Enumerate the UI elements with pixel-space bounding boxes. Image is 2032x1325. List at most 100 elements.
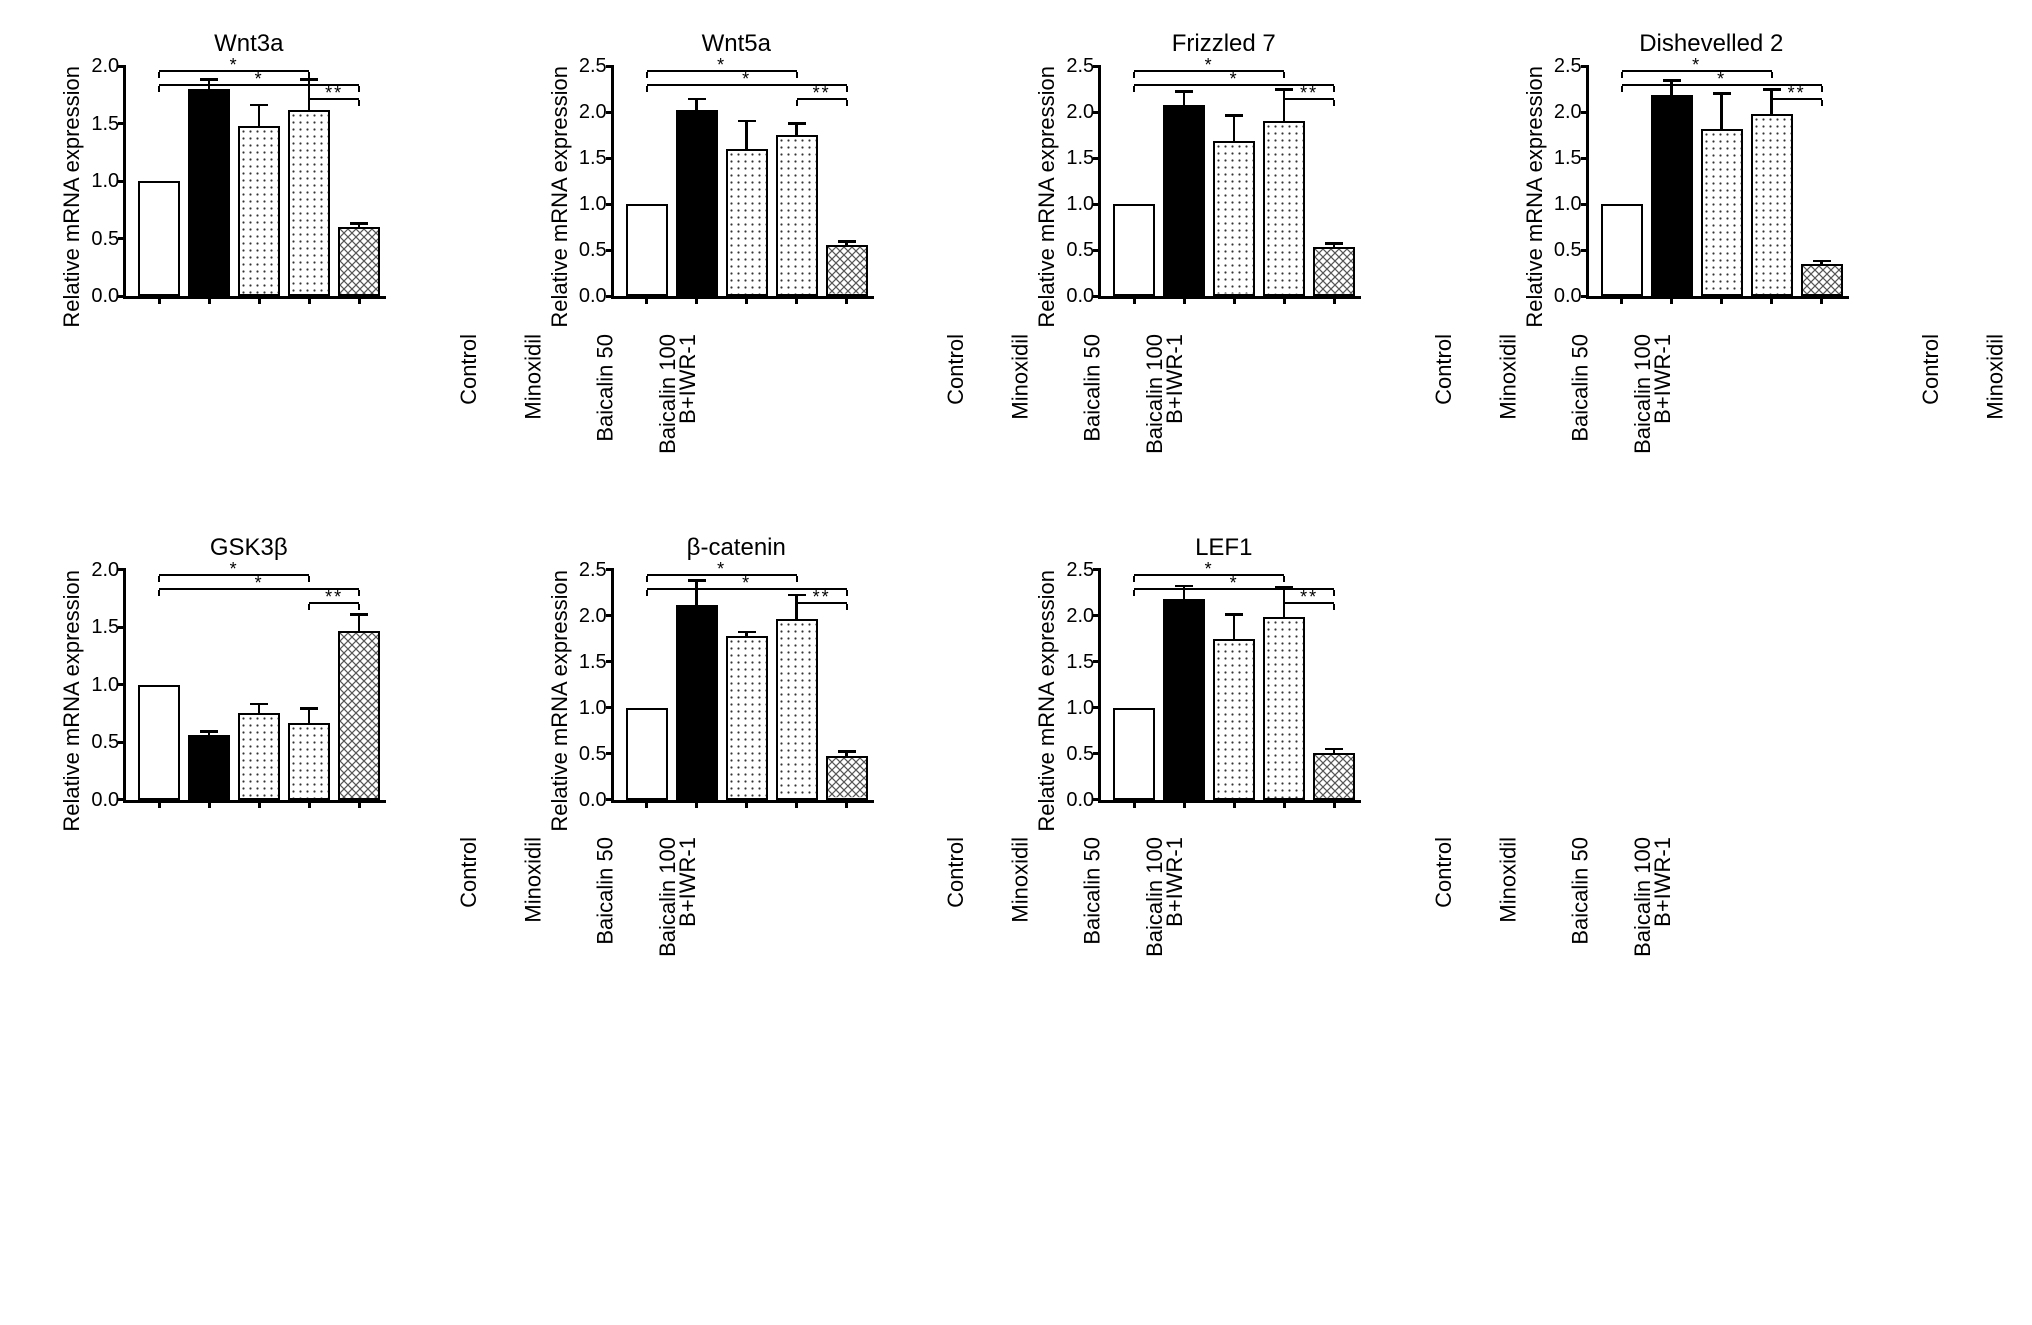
x-tick-label: Baicalin 50 [593,334,619,442]
bar-minoxidil [1651,95,1693,296]
x-tick-label: Control [1431,837,1457,908]
significance-marker: ** [813,89,831,98]
panel-gsk3b: GSK3β Relative mRNA expression2.01.51.00.… [30,534,468,998]
bar-baicalin-50 [238,713,280,799]
x-tick-label: Baicalin 50 [1080,334,1106,442]
x-tick-label: Control [1918,334,1944,405]
x-tick-label: B+IWR-1 [1162,334,1188,424]
bar-baicalin-50 [1701,129,1743,296]
bar-minoxidil [676,110,718,296]
bar-b-iwr-1 [1313,753,1355,800]
bar-baicalin-100 [776,619,818,799]
y-axis-label: Relative mRNA expression [547,66,573,328]
bar-control [138,685,180,800]
chart-wrap: Relative mRNA expression2.52.01.51.00.50… [1034,570,1413,832]
bar-b-iwr-1 [826,245,868,296]
plot-area: **** [611,570,874,803]
bar-baicalin-100 [288,110,330,296]
significance-marker: * [1717,75,1726,84]
x-tick-label: Minoxidil [521,837,547,923]
bar-baicalin-50 [1213,141,1255,296]
x-tick-label: Control [456,837,482,908]
x-tick-label: Baicalin 50 [593,837,619,945]
significance-marker: * [1205,565,1214,574]
y-ticks: 2.52.01.51.00.50.0 [1066,66,1098,296]
plot-area: **** [611,66,874,299]
significance-marker: ** [813,593,831,602]
bar-minoxidil [1163,599,1205,800]
panel-title: LEF1 [1195,534,1252,562]
significance-marker: * [742,75,751,84]
significance-marker: * [230,565,239,574]
y-ticks: 2.52.01.51.00.50.0 [1554,66,1586,296]
figure-grid: Wnt3a Relative mRNA expression2.01.51.00.… [30,30,1930,997]
bar-baicalin-50 [726,149,768,296]
bar-baicalin-100 [776,135,818,296]
panel-title: Wnt5a [702,30,771,58]
bar-b-iwr-1 [826,756,868,799]
bar-minoxidil [188,89,230,296]
x-tick-label: Minoxidil [1496,837,1522,923]
significance-marker: * [1205,61,1214,70]
significance-marker: ** [1300,593,1318,602]
y-axis-label: Relative mRNA expression [59,570,85,832]
panel-wnt3a: Wnt3a Relative mRNA expression2.01.51.00.… [30,30,468,494]
x-tick-label: Minoxidil [1008,837,1034,923]
significance-marker: * [1692,61,1701,70]
bar-baicalin-100 [1263,121,1305,296]
bar-control [138,181,180,296]
significance-marker: * [1230,579,1239,588]
x-tick-label: B+IWR-1 [1162,837,1188,927]
y-axis-label: Relative mRNA expression [1522,66,1548,328]
significance-marker: ** [1300,89,1318,98]
chart-wrap: Relative mRNA expression2.52.01.51.00.50… [1034,66,1413,328]
significance-marker: * [742,579,751,588]
significance-marker: * [1230,75,1239,84]
x-tick-label: B+IWR-1 [1650,334,1676,424]
x-tick-label: Minoxidil [1983,334,2009,420]
panel-bcatenin: β-catenin Relative mRNA expression2.52.01… [518,534,956,998]
panel-wnt5a: Wnt5a Relative mRNA expression2.52.01.51.… [518,30,956,494]
bar-baicalin-100 [1751,114,1793,296]
panel-lef1: LEF1 Relative mRNA expression2.52.01.51.0… [1005,534,1443,998]
panel-frizzled7: Frizzled 7 Relative mRNA expression2.52.0… [1005,30,1443,494]
x-tick-label: Control [456,334,482,405]
panel-dishev2: Dishevelled 2Relative mRNA expression2.5… [1493,30,1931,494]
bar-control [1601,204,1643,296]
bar-baicalin-100 [1263,617,1305,800]
significance-marker: * [717,61,726,70]
x-tick-label: Baicalin 50 [1568,334,1594,442]
x-tick-label: Control [1431,334,1457,405]
plot-area: **** [1098,66,1361,299]
plot-area: **** [1586,66,1849,299]
y-axis-label: Relative mRNA expression [547,570,573,832]
bar-control [1113,708,1155,800]
x-tick-label: B+IWR-1 [1650,837,1676,927]
significance-marker: * [717,565,726,574]
x-tick-label: Minoxidil [521,334,547,420]
panel-title: Frizzled 7 [1172,30,1276,58]
bar-minoxidil [1163,105,1205,296]
chart-wrap: Relative mRNA expression2.52.01.51.00.50… [1522,66,1901,328]
chart-wrap: Relative mRNA expression2.01.51.00.50.0*… [59,66,438,328]
x-tick-label: Baicalin 50 [1568,837,1594,945]
x-tick-label: Control [943,334,969,405]
significance-marker: ** [1788,89,1806,98]
bar-b-iwr-1 [1313,247,1355,296]
panel-title: β-catenin [687,534,786,562]
y-axis-label: Relative mRNA expression [1034,570,1060,832]
panel-title: GSK3β [210,534,288,562]
y-axis-label: Relative mRNA expression [59,66,85,328]
bar-control [626,708,668,800]
panel-title: Wnt3a [214,30,283,58]
chart-wrap: Relative mRNA expression2.01.51.00.50.0*… [59,570,438,832]
bar-baicalin-50 [238,126,280,296]
y-ticks: 2.52.01.51.00.50.0 [1066,570,1098,800]
bar-control [1113,204,1155,296]
bar-b-iwr-1 [338,631,380,800]
bar-control [626,204,668,296]
y-ticks: 2.52.01.51.00.50.0 [579,570,611,800]
plot-area: **** [1098,570,1361,803]
significance-marker: * [255,579,264,588]
y-ticks: 2.52.01.51.00.50.0 [579,66,611,296]
